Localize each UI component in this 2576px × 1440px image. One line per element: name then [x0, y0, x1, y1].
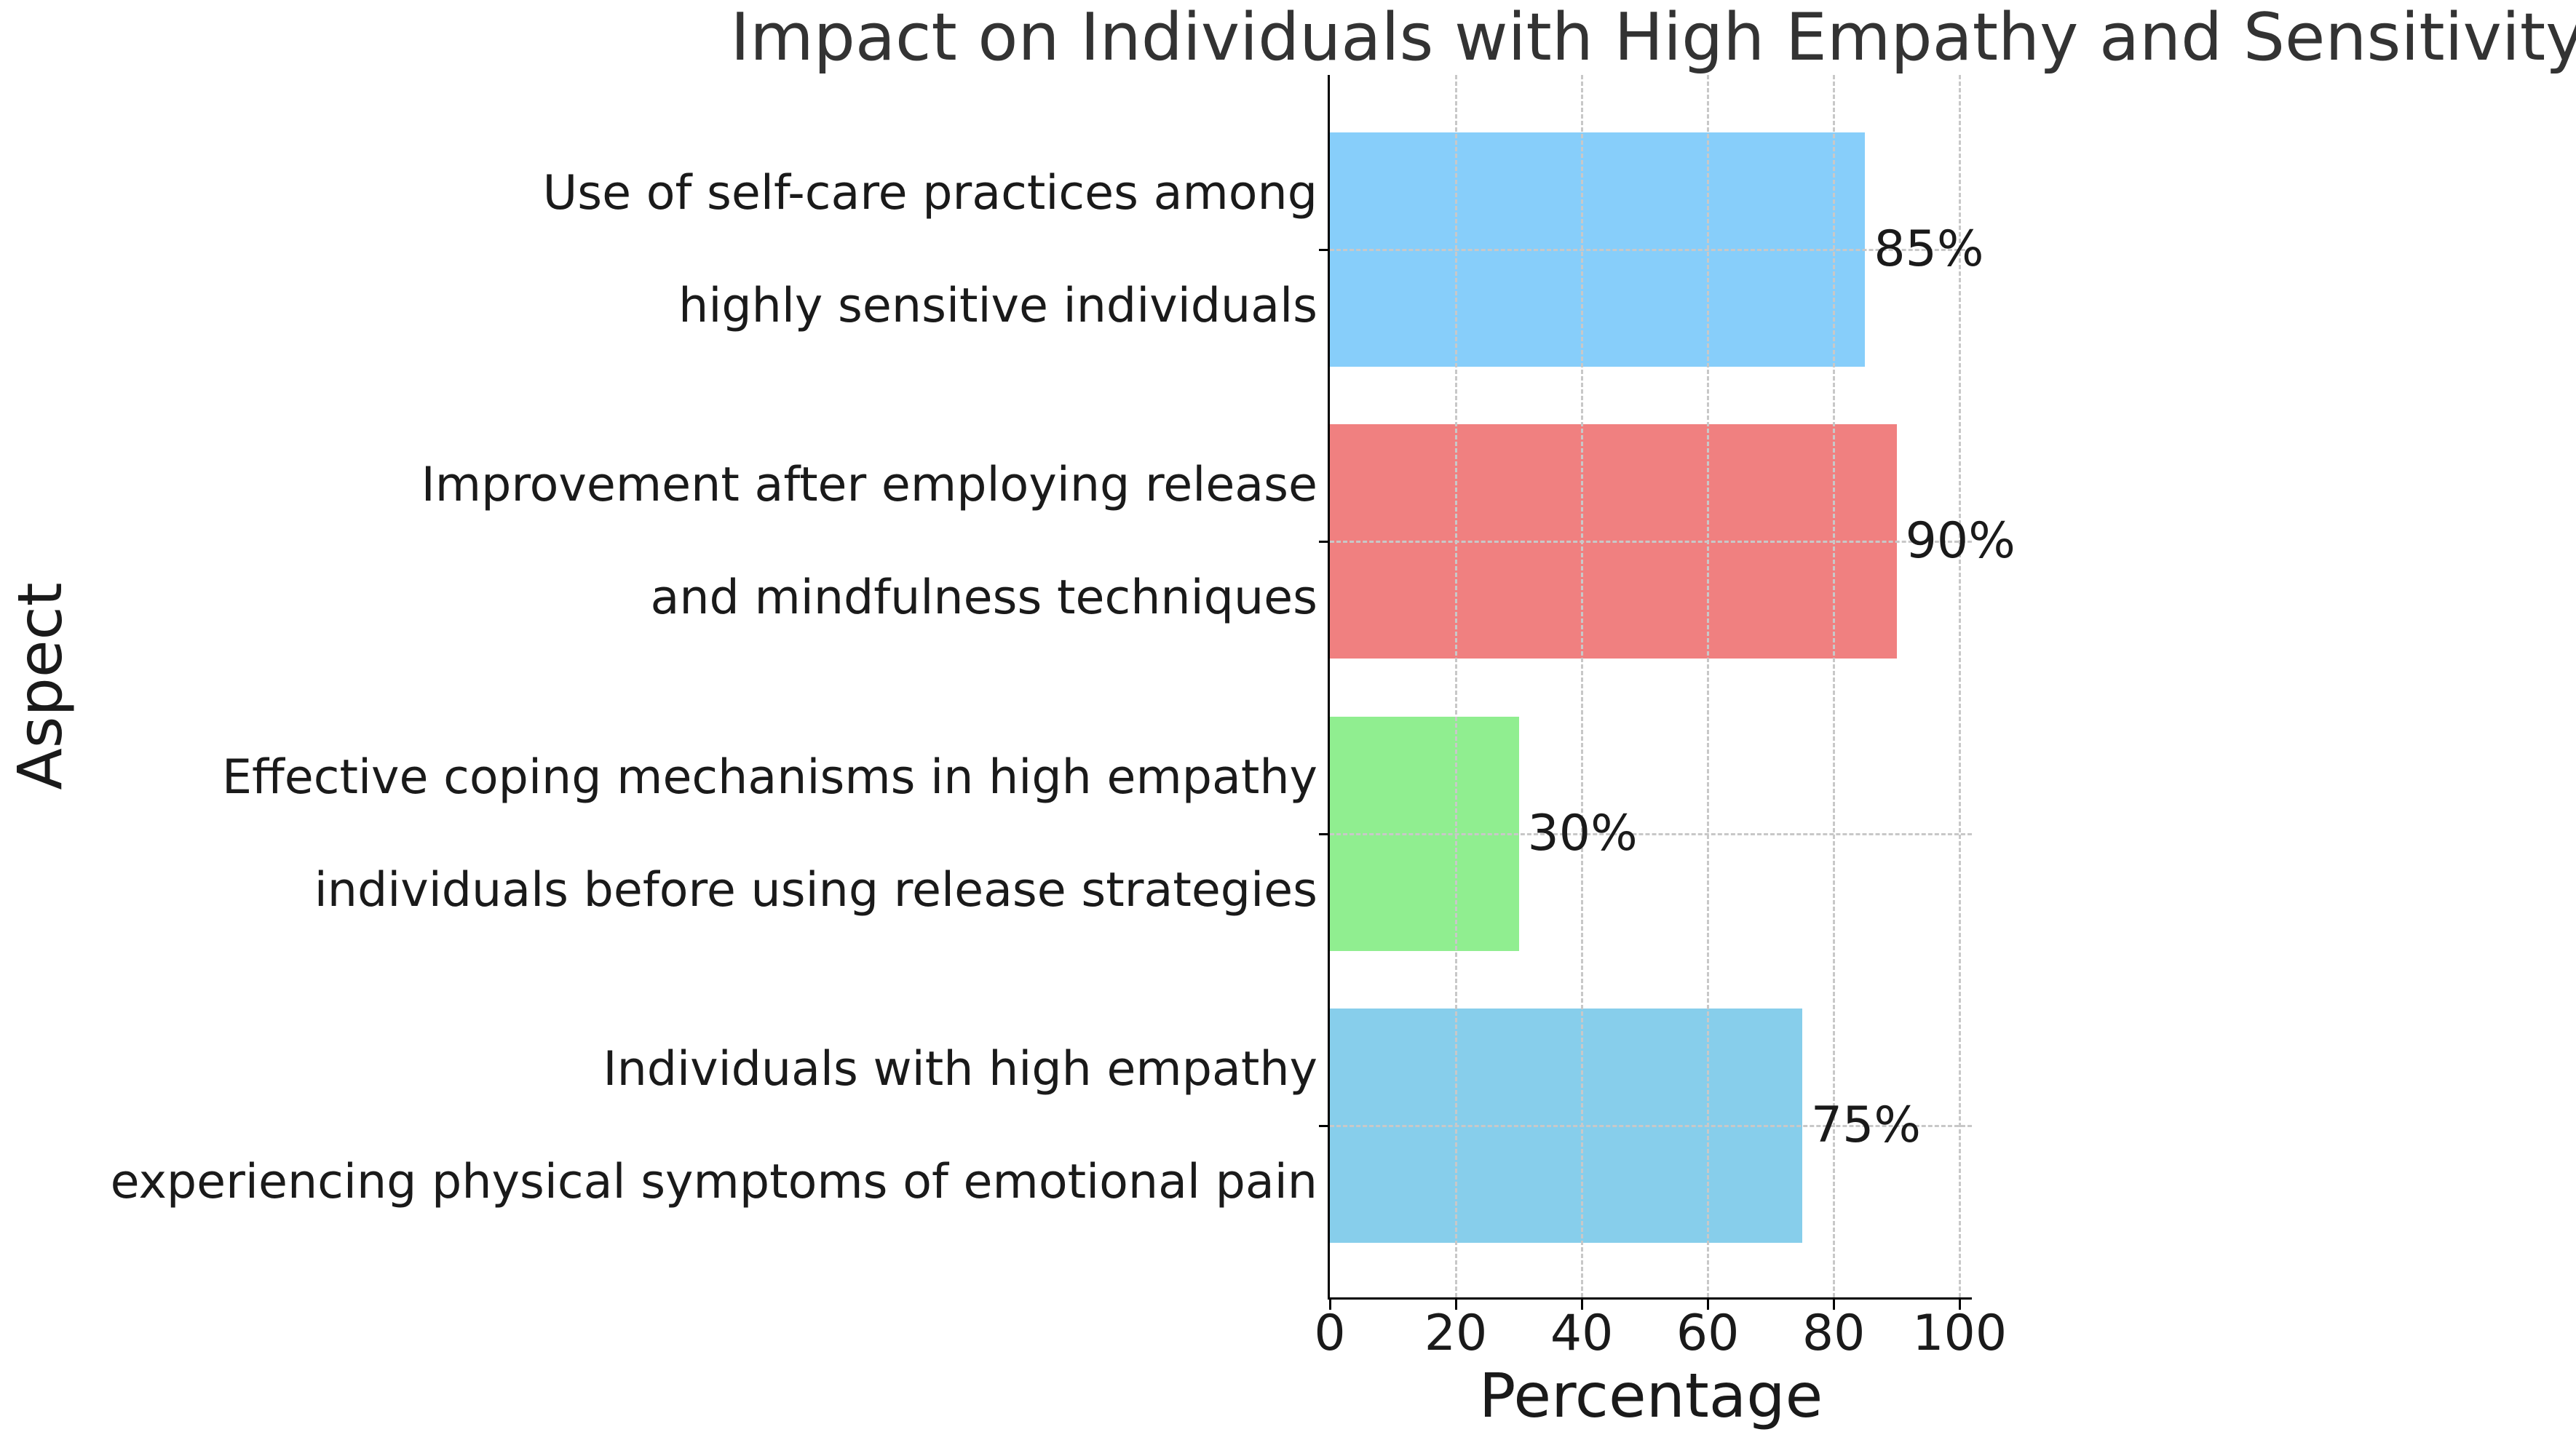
gridline-horizontal [1330, 1124, 1972, 1127]
y-tick-label: Individuals with high empathy experiencin… [0, 1013, 1317, 1238]
gridline-vertical [1706, 75, 1709, 1297]
x-tick-mark [1580, 1300, 1583, 1310]
y-tick-label: Improvement after employing release and m… [0, 429, 1317, 654]
gridline-vertical [1454, 75, 1457, 1297]
bar-value-label: 85% [1874, 220, 1984, 278]
plot-area [1328, 75, 1972, 1300]
y-tick-label-line2: highly sensitive individuals [678, 279, 1317, 333]
x-tick-label: 60 [1676, 1305, 1740, 1362]
y-tick-label-line2: individuals before using release strateg… [314, 863, 1317, 918]
gridline-horizontal [1330, 832, 1972, 835]
x-tick-label: 0 [1314, 1305, 1346, 1362]
x-tick-label: 80 [1802, 1305, 1866, 1362]
x-tick-label: 20 [1424, 1305, 1488, 1362]
gridline-horizontal [1330, 540, 1972, 543]
x-tick-label: 40 [1550, 1305, 1614, 1362]
gridline-vertical [1580, 75, 1583, 1297]
x-tick-mark [1832, 1300, 1835, 1310]
y-tick-label-line1: Improvement after employing release [421, 458, 1317, 512]
bar-value-label: 75% [1810, 1097, 1922, 1154]
y-tick-label-line1: Individuals with high empathy [603, 1042, 1317, 1097]
y-tick-mark [1319, 1124, 1328, 1127]
y-tick-mark [1319, 540, 1328, 543]
y-tick-label-line2: experiencing physical symptoms of emotio… [110, 1155, 1317, 1209]
y-tick-mark [1319, 248, 1328, 251]
y-tick-label-line1: Effective coping mechanisms in high empa… [221, 750, 1317, 805]
y-tick-mark [1319, 832, 1328, 835]
x-tick-mark [1958, 1300, 1961, 1310]
bar-value-label: 90% [1905, 512, 2016, 570]
chart-title: Impact on Individuals with High Empathy … [730, 0, 2576, 76]
y-tick-label: Use of self-care practices among highly s… [0, 137, 1317, 362]
x-tick-mark [1454, 1300, 1457, 1310]
x-tick-mark [1328, 1300, 1331, 1310]
y-tick-label-line2: and mindfulness techniques [650, 570, 1317, 625]
y-tick-label: Effective coping mechanisms in high empa… [0, 721, 1317, 947]
y-tick-label-line1: Use of self-care practices among [542, 166, 1317, 220]
gridline-vertical [1958, 75, 1961, 1297]
bar-value-label: 30% [1527, 805, 1638, 862]
x-tick-label: 100 [1912, 1305, 2008, 1362]
x-tick-mark [1706, 1300, 1709, 1310]
gridline-horizontal [1330, 248, 1972, 251]
gridline-vertical [1832, 75, 1835, 1297]
x-axis-title: Percentage [1478, 1360, 1823, 1431]
